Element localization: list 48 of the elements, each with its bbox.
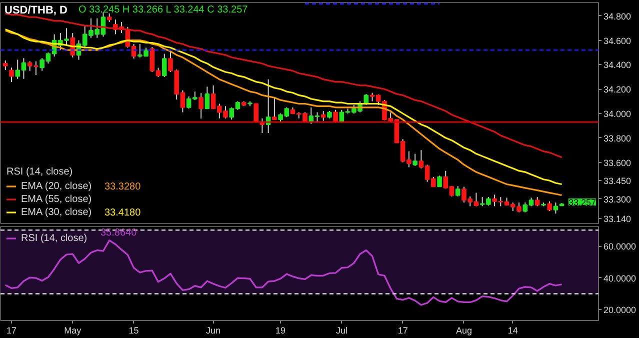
y-tick-label: 34.400 bbox=[604, 60, 632, 70]
legend-label: RSI (14, close) bbox=[21, 232, 88, 244]
y-tick-label: 20.0000 bbox=[604, 305, 636, 316]
x-tick-label: 19 bbox=[276, 326, 286, 336]
y-tick-label: 33.800 bbox=[604, 133, 632, 144]
candlestick bbox=[2, 60, 8, 70]
candlestick bbox=[547, 200, 552, 212]
x-tick-label: 17 bbox=[398, 326, 408, 336]
y-tick-label: 33.600 bbox=[604, 158, 632, 168]
x-tick-label: 17 bbox=[6, 326, 17, 336]
candlestick bbox=[9, 67, 14, 83]
y-tick-label: 34.800 bbox=[604, 11, 632, 22]
x-tick-label: Aug bbox=[456, 326, 472, 336]
y-tick-label: 34.600 bbox=[604, 36, 632, 46]
candlestick bbox=[198, 92, 204, 119]
y-tick-label: 33.140 bbox=[604, 214, 632, 224]
candlestick bbox=[162, 53, 167, 78]
y-tick-label: 33.450 bbox=[604, 176, 632, 186]
candlestick bbox=[254, 103, 258, 124]
x-tick-label: 14 bbox=[508, 326, 518, 336]
y-tick-label: 40.0000 bbox=[604, 273, 636, 284]
candlestick bbox=[534, 196, 540, 207]
annotation: 33.4180 bbox=[104, 208, 142, 218]
annotation: 33.3280 bbox=[104, 182, 142, 192]
chart-title: USD/THB, D bbox=[4, 4, 68, 16]
annotation: 35.8640 bbox=[100, 228, 138, 238]
legend-label: EMA (30, close) bbox=[21, 206, 92, 218]
candlestick bbox=[333, 109, 338, 124]
y-tick-label: 33.300 bbox=[604, 194, 632, 204]
x-tick-label: Jun bbox=[206, 326, 221, 336]
candlestick bbox=[437, 175, 442, 188]
candlestick bbox=[272, 97, 277, 120]
candlestick bbox=[320, 110, 326, 122]
y-tick-label: 34.200 bbox=[604, 84, 632, 95]
annotation: O 33.245 H 33.266 L 33.244 C 33.257 bbox=[78, 4, 248, 16]
legend-label: EMA (20, close) bbox=[21, 180, 92, 192]
candlestick bbox=[412, 153, 418, 166]
candlestick bbox=[455, 186, 460, 197]
y-tick-label: 34.000 bbox=[604, 109, 632, 119]
annotation: RSI (14, close) bbox=[6, 166, 73, 178]
x-tick-label: Jul bbox=[336, 326, 348, 336]
y-tick-label: 60.0000 bbox=[604, 242, 636, 252]
legend-label: EMA (55, close) bbox=[21, 193, 92, 205]
candlestick bbox=[553, 202, 558, 214]
text: 33.257 bbox=[568, 198, 596, 208]
x-tick-label: 15 bbox=[128, 326, 139, 336]
x-tick-label: May bbox=[64, 326, 82, 336]
candlestick bbox=[204, 86, 210, 110]
